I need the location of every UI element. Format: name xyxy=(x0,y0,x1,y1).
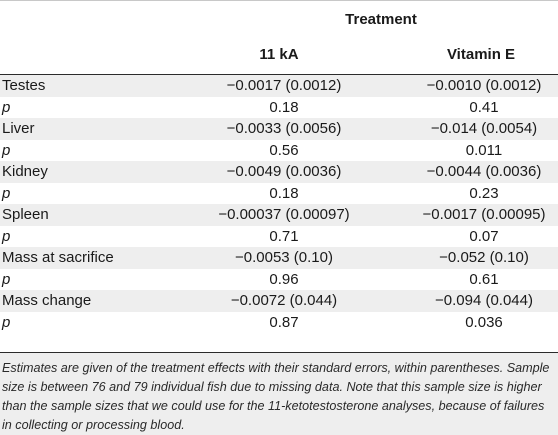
row-label: p xyxy=(2,98,11,116)
cell-vitamin-e: 0.036 xyxy=(465,313,503,331)
table-column-header: 11 kA Vitamin E xyxy=(0,38,558,74)
table-row: Liver −0.0033 (0.0056) −0.014 (0.0054) xyxy=(0,118,558,140)
cell-11ka: −0.0017 (0.0012) xyxy=(226,77,342,94)
cell-vitamin-e: 0.011 xyxy=(465,141,503,159)
cell-11ka: −0.0033 (0.0056) xyxy=(226,120,342,137)
cell-vitamin-e: −0.052 (0.10) xyxy=(439,249,529,266)
row-label: Mass at sacrifice xyxy=(2,249,114,266)
table-row: Testes −0.0017 (0.0012) −0.0010 (0.0012) xyxy=(0,75,558,97)
cell-11ka: 0.87 xyxy=(269,313,299,331)
row-label: Testes xyxy=(2,77,46,94)
cell-vitamin-e: −0.0044 (0.0036) xyxy=(426,163,542,180)
table-row: p 0.18 0.41 xyxy=(0,97,558,119)
table-row: p 0.71 0.07 xyxy=(0,226,558,248)
row-label: Liver xyxy=(2,120,35,137)
cell-vitamin-e: −0.0010 (0.0012) xyxy=(426,77,542,94)
table-row: Kidney −0.0049 (0.0036) −0.0044 (0.0036) xyxy=(0,161,558,183)
table-group-header: Treatment xyxy=(0,0,558,39)
cell-vitamin-e: −0.014 (0.0054) xyxy=(430,120,538,137)
cell-11ka: 0.56 xyxy=(269,141,299,159)
cell-vitamin-e: 0.61 xyxy=(469,270,499,288)
cell-vitamin-e: −0.094 (0.044) xyxy=(435,292,533,309)
cell-vitamin-e: −0.0017 (0.00095) xyxy=(422,206,546,223)
row-label: p xyxy=(2,227,11,245)
row-label: p xyxy=(2,270,11,288)
cell-11ka: −0.0049 (0.0036) xyxy=(226,163,342,180)
table-footnote: Estimates are given of the treatment eff… xyxy=(0,352,558,435)
cell-vitamin-e: 0.41 xyxy=(469,98,499,116)
table-row: Mass change −0.0072 (0.044) −0.094 (0.044) xyxy=(0,290,558,312)
row-label: Spleen xyxy=(2,206,49,223)
row-label: Mass change xyxy=(2,292,92,309)
row-label: p xyxy=(2,184,11,202)
row-label: Kidney xyxy=(2,163,48,180)
table-row: p 0.18 0.23 xyxy=(0,183,558,205)
table-row: p 0.96 0.61 xyxy=(0,269,558,291)
cell-vitamin-e: 0.23 xyxy=(469,184,499,202)
column-header-11ka: 11 kA xyxy=(259,46,299,63)
cell-vitamin-e: 0.07 xyxy=(469,227,499,245)
cell-11ka: 0.71 xyxy=(269,227,299,245)
cell-11ka: −0.0072 (0.044) xyxy=(230,292,338,309)
table-row: p 0.87 0.036 xyxy=(0,312,558,334)
cell-11ka: −0.0053 (0.10) xyxy=(235,249,333,266)
row-label: p xyxy=(2,141,11,159)
table-row: Spleen −0.00037 (0.00097) −0.0017 (0.00095… xyxy=(0,204,558,226)
column-header-vitamin-e: Vitamin E xyxy=(446,46,516,63)
cell-11ka: 0.18 xyxy=(269,98,299,116)
footnote-text: Estimates are given of the treatment eff… xyxy=(2,361,550,432)
cell-11ka: 0.96 xyxy=(269,270,299,288)
cell-11ka: −0.00037 (0.00097) xyxy=(218,206,350,223)
table-body: Testes −0.0017 (0.0012) −0.0010 (0.0012) p 0… xyxy=(0,74,558,333)
table-row: Mass at sacrifice −0.0053 (0.10) −0.052 (0… xyxy=(0,247,558,269)
table-row: p 0.56 0.011 xyxy=(0,140,558,162)
cell-11ka: 0.18 xyxy=(269,184,299,202)
row-label: p xyxy=(2,313,11,331)
treatment-group-title: Treatment xyxy=(345,11,417,28)
